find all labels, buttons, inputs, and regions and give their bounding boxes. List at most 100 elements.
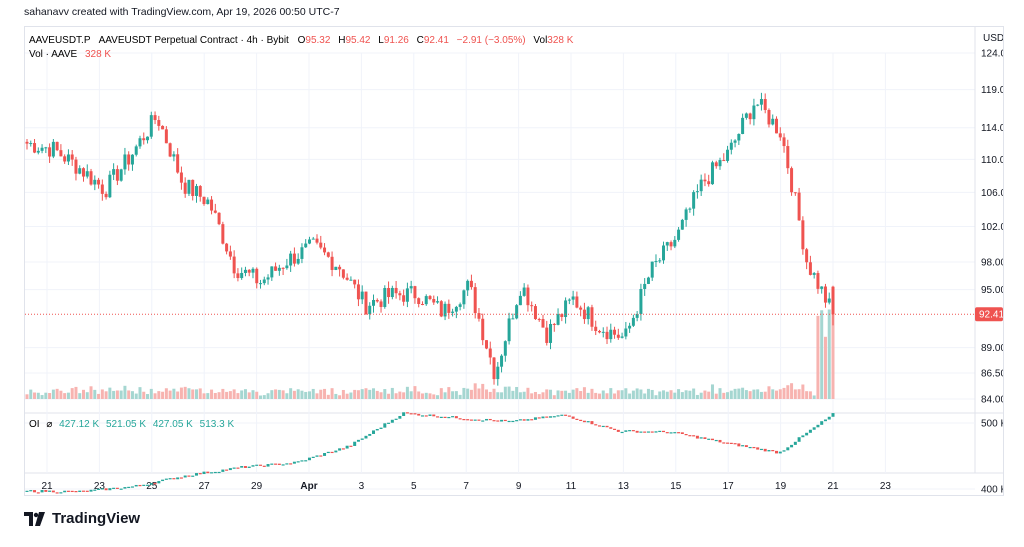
volume-bar bbox=[130, 391, 134, 399]
oi-bar bbox=[812, 427, 816, 430]
volume-bar bbox=[74, 386, 78, 399]
chart-svg[interactable]: 124.00 119.00 114.00 110.00 106.00 102.00 98.0… bbox=[25, 27, 1012, 496]
volume-bar bbox=[232, 389, 236, 399]
time-tick-label: 11 bbox=[566, 481, 577, 492]
volume-bar bbox=[582, 387, 586, 399]
volume-bar bbox=[153, 393, 157, 399]
volume-bar bbox=[364, 388, 368, 399]
price-tick-label: 84.00 bbox=[981, 395, 1003, 406]
candle-body bbox=[635, 313, 639, 318]
tradingview-logo[interactable]: TradingView bbox=[24, 510, 140, 527]
legend-oi-symbol: ⌀ bbox=[46, 419, 52, 430]
volume-bar bbox=[759, 391, 763, 399]
oi-bar bbox=[417, 413, 421, 416]
oi-bar bbox=[55, 492, 59, 494]
oi-bar bbox=[624, 430, 628, 432]
volume-bar bbox=[40, 395, 44, 399]
oi-bar bbox=[492, 420, 496, 422]
candle-body bbox=[454, 306, 458, 312]
oi-bar bbox=[330, 451, 334, 454]
volume-bar bbox=[605, 393, 609, 399]
oi-bar bbox=[541, 416, 545, 419]
candle-body bbox=[330, 256, 334, 270]
candle-body bbox=[398, 293, 402, 296]
volume-bar bbox=[669, 390, 673, 399]
candle-body bbox=[552, 323, 556, 325]
oi-bar bbox=[793, 441, 797, 445]
candle-body bbox=[782, 137, 786, 147]
legend-oi: OI ⌀ 427.12 K 521.05 K 427.05 K 513.3 K bbox=[29, 419, 234, 430]
candle-body bbox=[733, 140, 737, 143]
volume-bar bbox=[680, 392, 684, 399]
volume-bar bbox=[635, 388, 639, 399]
volume-bar bbox=[718, 388, 722, 399]
candle-body bbox=[613, 329, 617, 335]
candle-body bbox=[507, 318, 511, 342]
volume-bar bbox=[533, 391, 537, 399]
legend-oi-value-1: 427.12 K bbox=[59, 419, 99, 430]
time-tick-label: 15 bbox=[670, 481, 682, 492]
oi-bar bbox=[805, 432, 809, 436]
volume-bar bbox=[179, 387, 183, 399]
volume-bar bbox=[707, 391, 711, 399]
legend-volume: Vol · AAVE 328 K bbox=[29, 49, 111, 60]
volume-bar bbox=[29, 389, 33, 399]
oi-bar bbox=[454, 416, 458, 419]
candle-body bbox=[390, 287, 394, 298]
oi-bar bbox=[100, 488, 104, 490]
candle-body bbox=[703, 179, 707, 182]
volume-bar bbox=[89, 386, 93, 399]
chart-frame[interactable]: 124.00 119.00 114.00 110.00 106.00 102.00 98.0… bbox=[24, 26, 1012, 496]
candle-body bbox=[59, 150, 63, 157]
candle-body bbox=[420, 303, 424, 305]
candle-body bbox=[669, 242, 673, 247]
oi-bar bbox=[699, 437, 703, 439]
legend-vol-line-label: Vol · AAVE bbox=[29, 49, 78, 60]
oi-bar bbox=[601, 425, 605, 428]
volume-bar bbox=[752, 389, 756, 399]
oi-bar bbox=[537, 417, 541, 419]
oi-bar bbox=[402, 412, 406, 416]
volume-bar bbox=[503, 386, 507, 399]
volume-bar bbox=[387, 393, 391, 399]
oi-bar bbox=[59, 492, 63, 494]
oi-bar bbox=[436, 416, 440, 418]
candle-body bbox=[763, 99, 767, 110]
oi-bar bbox=[243, 466, 247, 468]
oi-bar bbox=[488, 418, 492, 421]
oi-tick-label: 400 K bbox=[981, 485, 1003, 496]
oi-bar bbox=[775, 450, 779, 454]
time-tick-label: 19 bbox=[775, 481, 787, 492]
oi-bar bbox=[782, 450, 786, 452]
candle-body bbox=[820, 286, 824, 289]
oi-bar bbox=[823, 419, 827, 422]
candle-body bbox=[25, 141, 29, 144]
candle-body bbox=[345, 277, 349, 280]
candle-body bbox=[85, 171, 89, 177]
volume-bar bbox=[202, 393, 206, 399]
oi-bar bbox=[748, 446, 752, 449]
oi-bar bbox=[119, 488, 123, 490]
oi-bar bbox=[571, 416, 575, 419]
oi-bar bbox=[771, 450, 775, 452]
oi-bar bbox=[115, 487, 119, 489]
oi-bar bbox=[157, 481, 161, 484]
candle-body bbox=[277, 267, 281, 271]
volume-bar bbox=[786, 385, 790, 399]
candle-body bbox=[710, 162, 714, 185]
volume-bar bbox=[78, 393, 82, 399]
candle-body bbox=[417, 298, 421, 304]
candle-body bbox=[146, 136, 150, 141]
candle-body bbox=[586, 307, 590, 320]
oi-bar bbox=[552, 416, 556, 418]
oi-bar bbox=[375, 428, 379, 431]
candle-body bbox=[311, 238, 315, 240]
candle-body bbox=[658, 260, 662, 262]
candle-body bbox=[571, 296, 575, 300]
volume-bar bbox=[119, 390, 123, 399]
volume-bar bbox=[594, 392, 598, 399]
candle-body bbox=[375, 299, 379, 302]
oi-bar bbox=[511, 420, 515, 423]
volume-bar bbox=[255, 391, 259, 399]
oi-bar bbox=[307, 457, 311, 461]
